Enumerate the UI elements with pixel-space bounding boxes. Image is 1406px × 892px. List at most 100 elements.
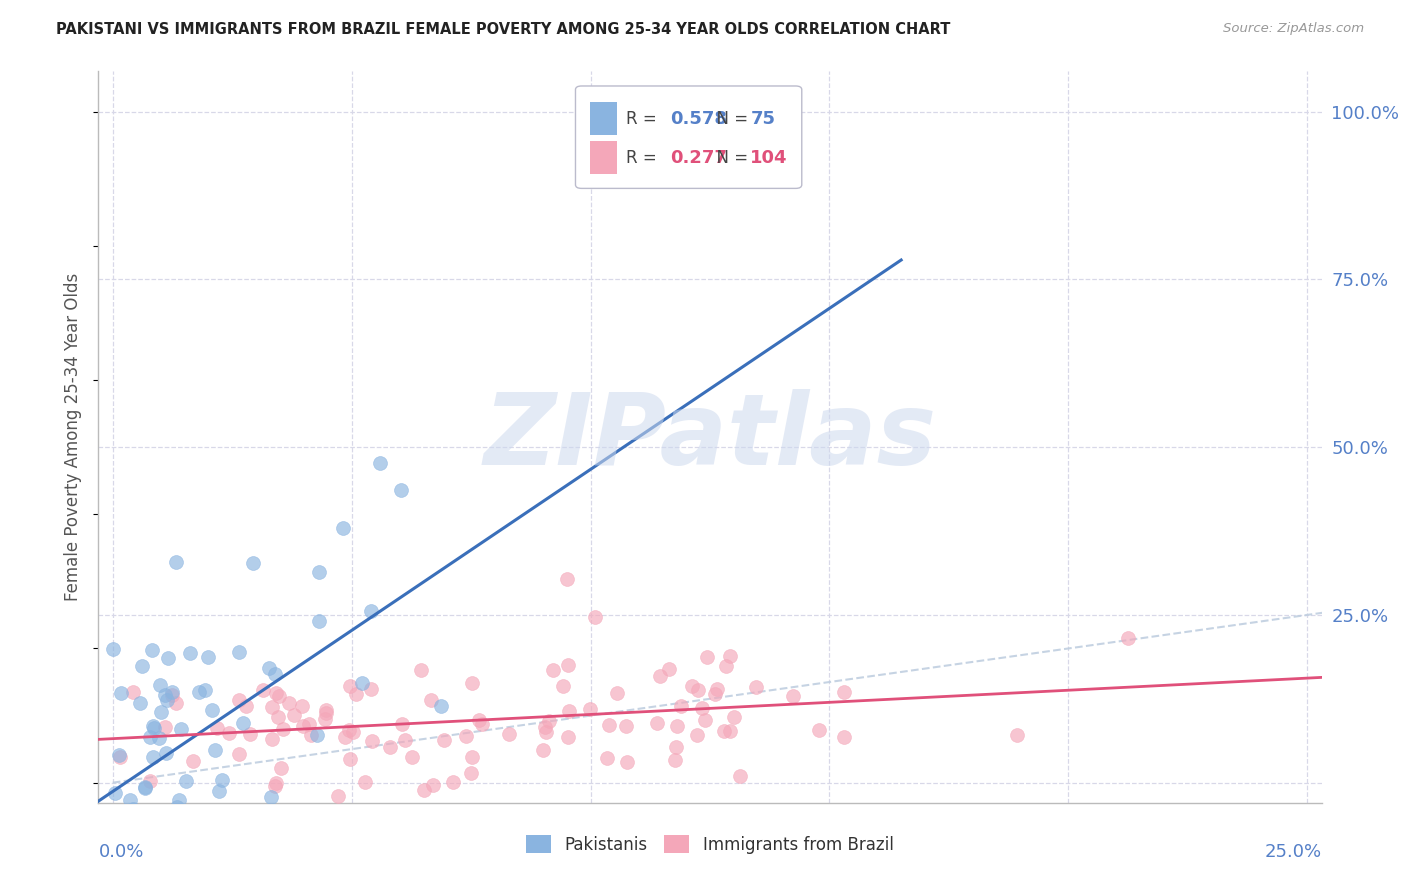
Point [266, 686, 288, 700]
Point [141, 718, 163, 732]
Point [170, 722, 193, 736]
Point [165, 696, 187, 710]
Point [232, 715, 254, 730]
Point [305, 728, 328, 742]
Text: R =: R = [626, 110, 662, 128]
Point [153, 720, 176, 734]
Point [200, 703, 222, 717]
Bar [591, 141, 617, 174]
Point [413, 782, 436, 797]
Point [221, 809, 243, 823]
Point [101, 641, 124, 656]
Point [315, 703, 337, 717]
Point [107, 747, 129, 762]
Text: 75: 75 [751, 110, 775, 128]
Point [153, 809, 176, 823]
Point [242, 556, 264, 570]
Point [658, 662, 681, 676]
Point [557, 731, 579, 745]
Point [266, 776, 288, 790]
Point [441, 774, 464, 789]
Point [166, 555, 188, 569]
Point [200, 809, 222, 823]
Point [283, 708, 305, 723]
Point [273, 722, 295, 736]
Point [204, 743, 226, 757]
Point [150, 809, 173, 823]
Point [454, 729, 477, 743]
Point [339, 723, 361, 737]
Y-axis label: Female Poverty Among 25-34 Year Olds: Female Poverty Among 25-34 Year Olds [65, 273, 83, 601]
Point [713, 723, 735, 738]
Point [718, 724, 741, 739]
Point [696, 649, 718, 664]
Point [665, 739, 688, 754]
Point [647, 716, 669, 731]
Point [148, 809, 170, 823]
Point [333, 730, 356, 744]
Point [551, 679, 574, 693]
Point [197, 650, 219, 665]
Point [352, 676, 374, 690]
Text: PAKISTANI VS IMMIGRANTS FROM BRAZIL FEMALE POVERTY AMONG 25-34 YEAR OLDS CORRELA: PAKISTANI VS IMMIGRANTS FROM BRAZIL FEMA… [56, 22, 950, 37]
Point [157, 809, 180, 823]
Point [332, 521, 354, 535]
Point [832, 730, 855, 744]
Point [149, 678, 172, 692]
Point [291, 698, 314, 713]
FancyBboxPatch shape [575, 86, 801, 188]
Point [108, 809, 131, 823]
Text: 104: 104 [751, 149, 787, 167]
Point [832, 684, 855, 698]
Point [134, 809, 156, 823]
Point [555, 573, 578, 587]
Point [262, 699, 284, 714]
Point [720, 648, 742, 663]
Point [616, 756, 638, 770]
Point [308, 565, 330, 579]
Point [228, 645, 250, 659]
Point [583, 610, 606, 624]
Point [212, 809, 235, 823]
Point [139, 774, 162, 789]
Point [235, 699, 257, 714]
Point [218, 809, 240, 823]
Point [156, 693, 179, 707]
Point [782, 689, 804, 703]
Point [162, 809, 184, 823]
Point [648, 669, 671, 683]
Point [165, 809, 187, 823]
Point [155, 809, 177, 823]
Point [153, 688, 176, 702]
Point [179, 647, 201, 661]
Point [342, 725, 364, 739]
Point [122, 802, 145, 816]
Point [218, 726, 240, 740]
Point [606, 686, 628, 700]
Point [228, 693, 250, 707]
Point [159, 809, 181, 823]
Point [299, 728, 322, 742]
Point [360, 682, 382, 697]
Point [534, 720, 557, 734]
Point [704, 687, 727, 701]
Text: 0.578: 0.578 [669, 110, 727, 128]
Point [108, 749, 131, 764]
Point [260, 731, 283, 746]
Point [141, 642, 163, 657]
Point [344, 686, 367, 700]
Text: N =: N = [706, 110, 754, 128]
Point [211, 772, 233, 787]
Point [188, 685, 211, 699]
Point [162, 684, 184, 698]
Point [394, 733, 416, 747]
Point [314, 712, 336, 726]
Point [498, 727, 520, 741]
Point [706, 681, 728, 696]
Point [537, 714, 560, 729]
Point [461, 675, 484, 690]
Point [430, 698, 453, 713]
Point [596, 751, 619, 765]
Point [723, 710, 745, 724]
Point [745, 680, 768, 694]
